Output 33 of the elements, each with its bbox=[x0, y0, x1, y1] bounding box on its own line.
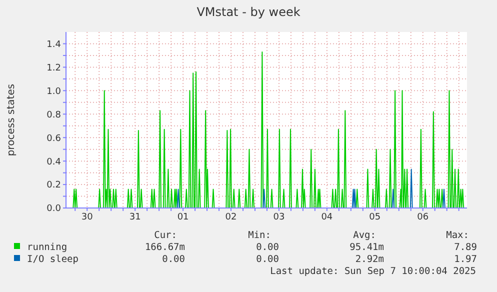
text: 1.97 bbox=[454, 254, 477, 265]
y-tick-label: 0.0 bbox=[46, 204, 62, 214]
legend-label: I/O sleep bbox=[27, 254, 79, 265]
x-tick-label: 04 bbox=[321, 212, 333, 222]
y-tick-label: 0.6 bbox=[46, 134, 62, 144]
y-tick-label: 1.2 bbox=[46, 63, 61, 74]
text: 0.00 bbox=[256, 254, 280, 265]
text: Min: bbox=[248, 230, 271, 241]
x-tick-label: 06 bbox=[417, 212, 429, 222]
y-tick-label: 0.2 bbox=[46, 180, 61, 191]
y-tick-label: 0.4 bbox=[46, 157, 62, 168]
x-tick-label: 01 bbox=[177, 212, 189, 222]
x-tick-label: 02 bbox=[225, 212, 237, 222]
text: Cur: bbox=[154, 230, 177, 241]
y-tick-label: 0.8 bbox=[46, 110, 62, 120]
text: 95.41m bbox=[350, 242, 384, 253]
legend-label: running bbox=[27, 242, 68, 253]
text: 166.67m bbox=[144, 242, 186, 253]
y-tick-label: 1.4 bbox=[46, 40, 62, 50]
x-tick-label: 05 bbox=[369, 212, 381, 222]
x-tick-label: 03 bbox=[273, 212, 285, 222]
text: 2.92m bbox=[355, 254, 384, 265]
chart-title: VMstat - by week bbox=[196, 5, 300, 19]
text: 0.00 bbox=[162, 254, 186, 265]
text: Max: bbox=[446, 230, 469, 241]
x-tick-label: 31 bbox=[129, 212, 141, 222]
text: 0.00 bbox=[256, 242, 280, 253]
text: 7.89 bbox=[454, 242, 478, 253]
text: Last update: Sun Sep 7 10:00:04 2025 bbox=[270, 266, 476, 277]
text: Avg: bbox=[353, 230, 376, 241]
y-axis-title: process states bbox=[6, 84, 17, 156]
x-tick-label: 30 bbox=[81, 212, 94, 222]
y-tick-label: 1.0 bbox=[46, 86, 62, 97]
